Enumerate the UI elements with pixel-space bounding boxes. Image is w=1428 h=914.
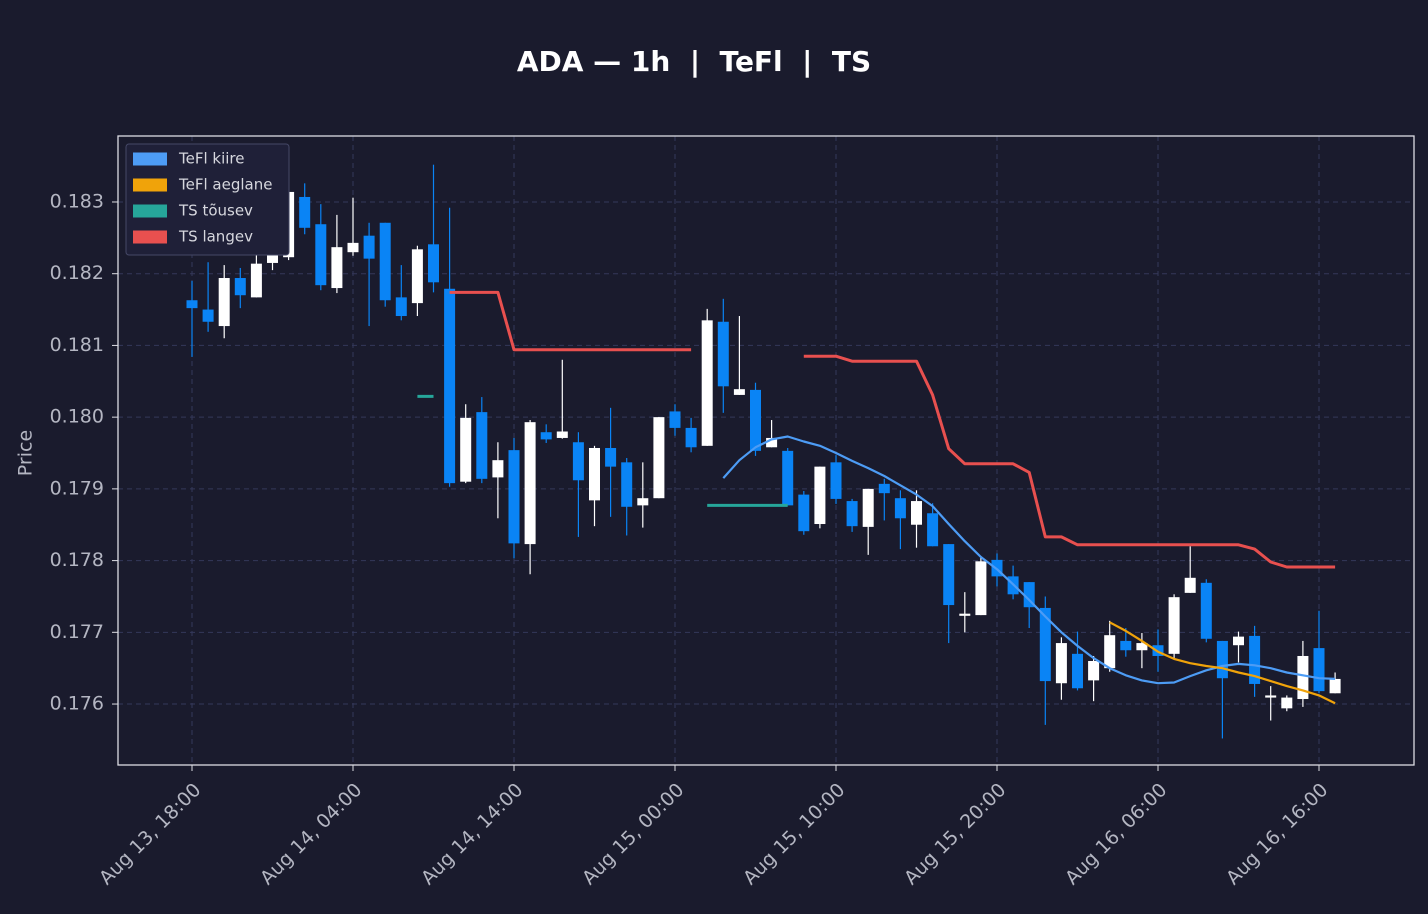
- candle-body: [621, 462, 633, 507]
- candle-body: [556, 431, 568, 438]
- candle-body: [1184, 577, 1196, 593]
- candle-body: [653, 417, 665, 499]
- candle-body: [1233, 636, 1244, 646]
- candle-body: [685, 427, 697, 448]
- candle-body: [1104, 635, 1116, 669]
- candle-body: [750, 389, 761, 451]
- candle-body: [1168, 597, 1180, 654]
- candle-body: [1055, 643, 1067, 684]
- candle-body: [605, 447, 617, 467]
- candle-body: [733, 389, 745, 395]
- candle-body: [492, 460, 504, 478]
- candle-body: [428, 244, 439, 283]
- candle-body: [701, 320, 713, 446]
- legend-swatch: [133, 152, 167, 166]
- line-series: [1109, 621, 1336, 705]
- candle-body: [395, 297, 407, 317]
- legend-swatch: [133, 178, 167, 192]
- y-tick-label: 0.176: [50, 693, 104, 715]
- candle-body: [1249, 635, 1261, 684]
- candle-body: [1313, 648, 1325, 692]
- candle-body: [331, 247, 343, 289]
- y-tick-label: 0.182: [50, 262, 104, 284]
- candle-body: [218, 278, 230, 327]
- legend-label: TS langev: [178, 228, 253, 246]
- legend-swatch: [133, 204, 167, 218]
- y-tick-label: 0.178: [50, 549, 104, 571]
- candle-body: [1023, 582, 1035, 608]
- candle-body: [508, 450, 520, 544]
- candle-body: [1200, 582, 1212, 639]
- candle-body: [798, 494, 810, 532]
- candle-body: [444, 288, 456, 484]
- candle-body: [894, 498, 906, 519]
- candle-body: [460, 417, 472, 482]
- candle-body: [927, 513, 939, 547]
- candle-body: [315, 224, 327, 286]
- line-series: [417, 394, 788, 507]
- plot-frame: [117, 135, 1415, 766]
- candle-body: [524, 422, 536, 545]
- candle-body: [943, 544, 955, 606]
- candle-body: [1281, 697, 1293, 709]
- candle-body: [911, 501, 922, 525]
- candle-body: [669, 411, 681, 428]
- legend-label: TeFl aeglane: [178, 176, 272, 194]
- plot: [186, 164, 1341, 739]
- candle-body: [1329, 678, 1341, 694]
- candle-body: [234, 278, 246, 296]
- legend-label: TeFl kiire: [178, 150, 245, 168]
- y-tick-label: 0.179: [50, 477, 104, 499]
- candle-body: [411, 249, 423, 304]
- candle-body: [379, 222, 391, 301]
- legend-label: TS tõusev: [178, 202, 253, 220]
- candle-body: [1136, 643, 1148, 651]
- y-axis-label: Price: [15, 430, 37, 476]
- candle-body: [1088, 661, 1100, 681]
- candle-body: [830, 462, 842, 499]
- candle-body: [717, 321, 729, 387]
- candle-body: [782, 450, 794, 506]
- candle-body: [1120, 640, 1132, 651]
- candle-body: [878, 483, 890, 494]
- y-tick-label: 0.180: [50, 406, 104, 428]
- candle-body: [1039, 607, 1051, 682]
- candle-body: [186, 300, 198, 309]
- candle-body: [1265, 695, 1277, 698]
- candle-body: [1297, 655, 1309, 700]
- candle-body: [347, 242, 359, 253]
- y-tick-label: 0.177: [50, 621, 104, 643]
- candle-body: [766, 437, 778, 448]
- candle-body: [202, 309, 214, 322]
- candle-body: [862, 488, 874, 527]
- candle-body: [476, 412, 488, 479]
- candle-body: [250, 263, 262, 298]
- candle-body: [363, 235, 375, 259]
- candle-body: [959, 613, 971, 616]
- legend: TeFl kiire TeFl aeglane TS tõusev TS langev: [125, 143, 290, 256]
- candle-body: [814, 466, 826, 525]
- candle-body: [572, 442, 584, 481]
- line-series: [449, 290, 1336, 569]
- line-series: [722, 435, 1336, 685]
- candle-body: [299, 196, 311, 228]
- candle-body: [589, 447, 600, 501]
- legend-swatch: [133, 230, 167, 244]
- legend-box: [125, 143, 290, 256]
- candle-body: [1216, 640, 1228, 679]
- y-tick-label: 0.181: [50, 334, 104, 356]
- candle-body: [540, 432, 552, 440]
- candle-body: [975, 561, 987, 616]
- candle-body: [267, 255, 278, 263]
- candle-body: [1072, 653, 1083, 689]
- chart-title: ADA — 1h | TeFl | TS: [517, 45, 871, 78]
- y-tick-label: 0.183: [50, 190, 104, 212]
- candle-body: [846, 501, 858, 527]
- candle-body: [637, 498, 649, 506]
